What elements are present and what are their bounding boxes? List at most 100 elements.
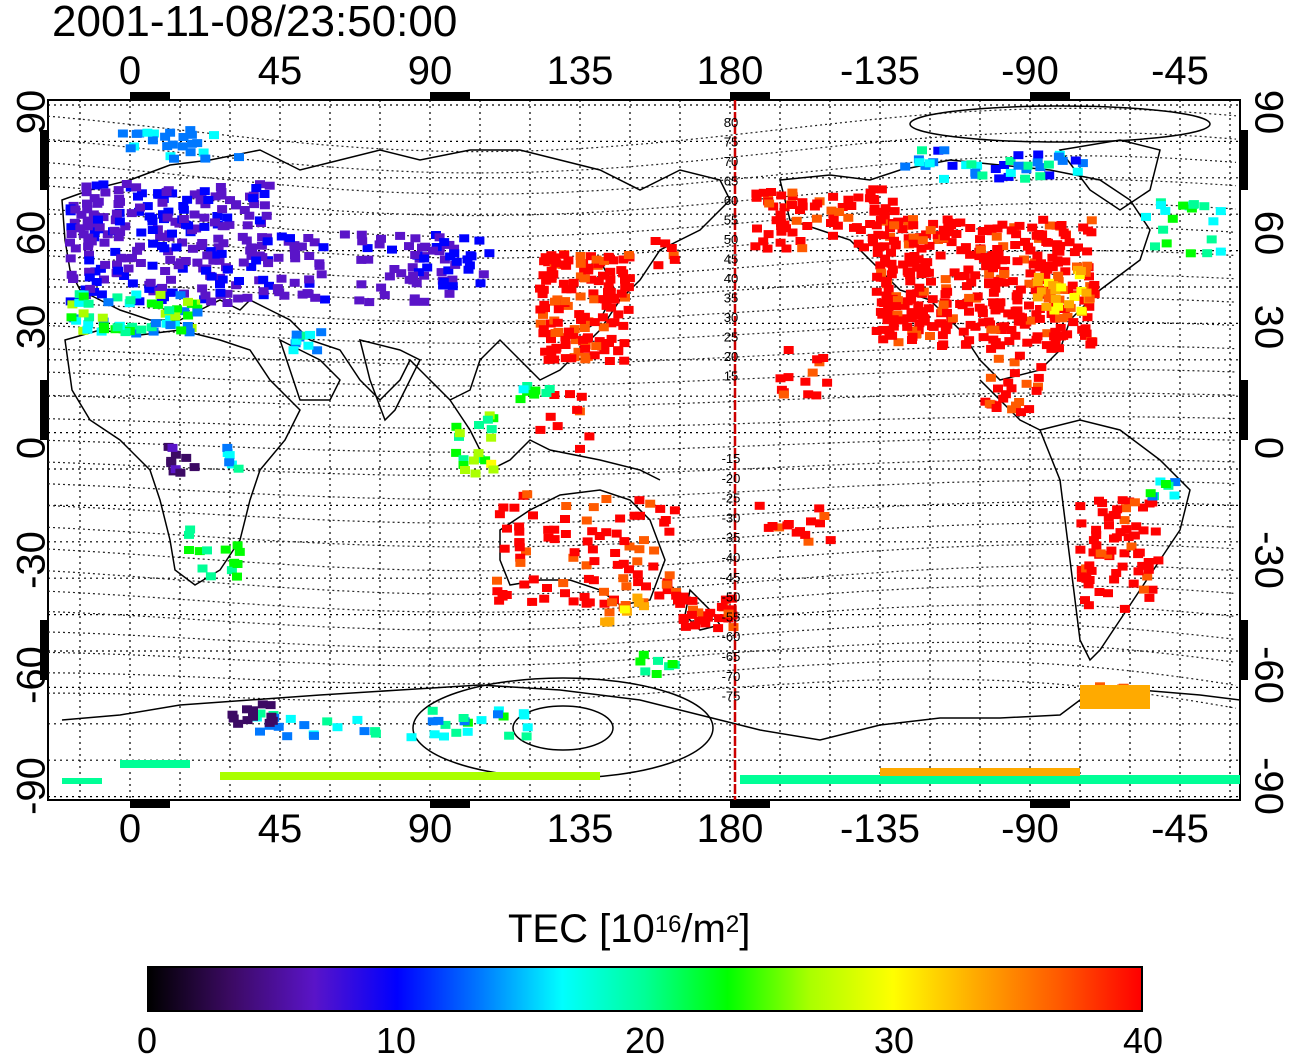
tec-cell	[1043, 294, 1054, 303]
tec-cell	[1115, 528, 1126, 537]
tec-cell	[950, 219, 961, 227]
tec-cell	[177, 142, 188, 151]
tec-cell	[618, 255, 629, 264]
dip-label: 60	[724, 193, 738, 208]
tec-cell	[222, 265, 233, 274]
tec-cell	[591, 255, 602, 264]
tec-cell	[310, 293, 321, 302]
tec-cell	[125, 296, 136, 305]
tec-cell	[316, 270, 327, 279]
tec-cell	[160, 132, 171, 141]
tec-cell	[304, 275, 315, 284]
tec-cell	[914, 283, 925, 292]
tec-cell	[521, 732, 532, 741]
tec-cell	[1080, 685, 1150, 709]
tec-cell	[222, 299, 233, 307]
tec-cell	[514, 543, 525, 552]
tec-cell	[135, 242, 145, 251]
tec-cell	[515, 553, 526, 562]
tec-cell	[888, 315, 899, 324]
tec-cell	[97, 313, 108, 322]
tec-cell	[224, 220, 235, 229]
tec-cell	[192, 308, 203, 317]
tec-cell	[261, 211, 272, 220]
tec-cell	[242, 221, 253, 230]
tec-cell	[1054, 344, 1064, 353]
tec-cell	[1044, 171, 1055, 180]
tec-cell	[1006, 384, 1017, 393]
tec-cell	[528, 575, 539, 584]
tec-cell	[629, 511, 640, 520]
tec-cell	[970, 271, 981, 280]
tec-cell	[1167, 214, 1178, 223]
tec-cell	[407, 263, 418, 272]
top-longitude-labels: 0 45 90 135 180 -135 -90 -45	[119, 49, 1209, 93]
tec-cell	[886, 248, 896, 257]
tec-cell	[535, 425, 546, 434]
tec-cell	[975, 245, 986, 254]
tec-cell	[633, 578, 644, 587]
tec-cell	[599, 599, 610, 608]
tec-cell	[906, 314, 917, 323]
tec-cell	[83, 299, 94, 308]
tec-cell	[635, 511, 645, 520]
tec-cell	[807, 368, 818, 377]
tec-cell	[550, 253, 561, 262]
dip-label: 50	[724, 232, 738, 247]
top-lon-tick: -45	[1151, 49, 1209, 93]
tec-cell	[1028, 260, 1039, 269]
tec-cell	[206, 272, 217, 281]
tec-cell	[78, 230, 89, 239]
tec-cell	[955, 300, 966, 308]
tec-cell	[1050, 337, 1061, 345]
tec-cell	[478, 270, 489, 279]
tec-cell	[443, 266, 454, 275]
tec-cell	[1033, 272, 1044, 281]
tec-cell	[279, 291, 290, 300]
tec-cell	[1091, 525, 1102, 534]
tec-cell	[601, 528, 612, 537]
tec-cell	[158, 232, 169, 241]
tec-cell	[1020, 174, 1031, 183]
tec-cell	[680, 622, 691, 631]
tec-cell	[1033, 150, 1044, 159]
tec-cell	[528, 511, 538, 520]
dip-label: 20	[724, 349, 738, 364]
tec-cell	[518, 385, 529, 394]
tec-cell	[543, 355, 554, 364]
tec-cell	[575, 292, 586, 301]
tec-cell	[1094, 588, 1105, 596]
tec-cell	[84, 256, 95, 265]
tec-cell	[492, 587, 503, 596]
tec-cell	[1034, 305, 1045, 313]
tec-cell	[94, 223, 105, 232]
left-lat-tick: -30	[10, 531, 54, 589]
tec-cell	[66, 230, 77, 238]
tec-cell	[1084, 294, 1095, 303]
tec-cell	[1086, 566, 1097, 575]
tec-cell	[514, 538, 525, 547]
tec-cell	[993, 277, 1004, 286]
tec-cell	[650, 237, 661, 245]
top-lon-tick: 0	[119, 49, 141, 93]
tec-cell	[586, 275, 597, 284]
tec-cell	[175, 291, 186, 300]
tec-cell	[664, 571, 675, 580]
tec-cell	[869, 204, 880, 213]
tec-cell	[170, 217, 181, 226]
tec-cell	[800, 377, 811, 386]
tec-cell	[580, 344, 591, 353]
tec-cell	[1006, 226, 1017, 235]
tec-cell	[907, 332, 918, 341]
tec-cell	[502, 524, 512, 533]
tec-cell	[893, 338, 904, 347]
tec-cell	[1041, 302, 1052, 311]
tec-cell	[515, 558, 526, 567]
tec-cell	[303, 341, 314, 350]
tec-cell	[1103, 513, 1114, 522]
tec-cell	[1188, 200, 1199, 209]
right-lat-tick: -90	[1246, 757, 1290, 815]
tec-cell	[1150, 527, 1161, 536]
tec-cell	[1150, 242, 1160, 251]
tec-cell	[1005, 157, 1016, 165]
